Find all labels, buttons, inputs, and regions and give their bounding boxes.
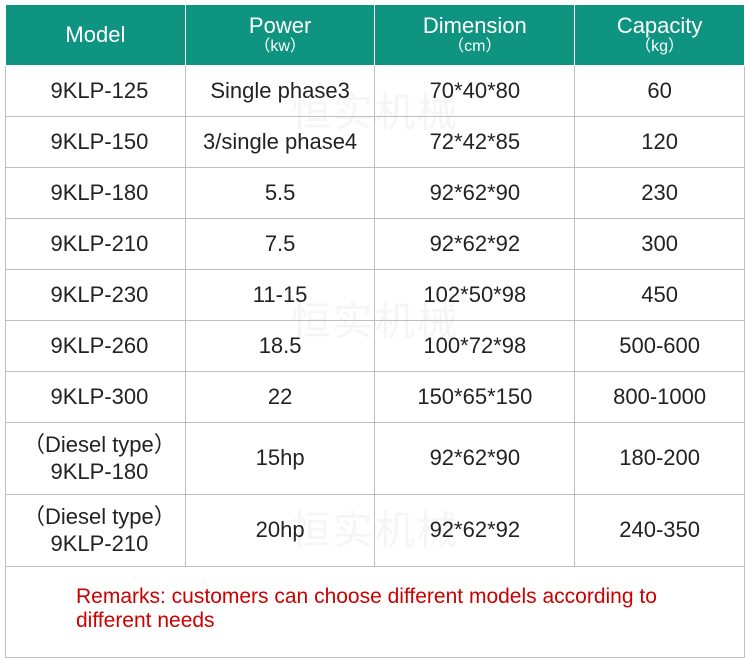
cell-capacity: 800-1000 [575, 371, 745, 422]
cell-power: 18.5 [185, 320, 375, 371]
cell-capacity: 500-600 [575, 320, 745, 371]
cell-capacity: 230 [575, 167, 745, 218]
col-header-label: Capacity [617, 13, 703, 38]
table-row: 9KLP-30022150*65*150800-1000 [6, 371, 745, 422]
remarks-cell: Remarks: customers can choose different … [6, 566, 745, 657]
cell-power: 7.5 [185, 218, 375, 269]
cell-dimension: 72*42*85 [375, 116, 575, 167]
cell-capacity: 180-200 [575, 422, 745, 494]
col-header-model: Model [6, 5, 186, 66]
cell-capacity: 60 [575, 65, 745, 116]
table-row: 9KLP-125Single phase370*40*8060 [6, 65, 745, 116]
table-row: 9KLP-26018.5100*72*98500-600 [6, 320, 745, 371]
cell-model: （Diesel type）9KLP-210 [6, 494, 186, 566]
cell-capacity: 300 [575, 218, 745, 269]
col-header-label: Dimension [423, 13, 527, 38]
col-header-capacity: Capacity （kg） [575, 5, 745, 66]
cell-dimension: 92*62*90 [375, 167, 575, 218]
cell-capacity: 240-350 [575, 494, 745, 566]
spec-table: Model Power （kw） Dimension （cm） Capacity… [5, 4, 745, 658]
cell-model: 9KLP-150 [6, 116, 186, 167]
cell-power: Single phase3 [185, 65, 375, 116]
table-row: 9KLP-1503/single phase472*42*85120 [6, 116, 745, 167]
cell-model: 9KLP-300 [6, 371, 186, 422]
cell-dimension: 100*72*98 [375, 320, 575, 371]
cell-power: 22 [185, 371, 375, 422]
cell-dimension: 70*40*80 [375, 65, 575, 116]
cell-dimension: 102*50*98 [375, 269, 575, 320]
col-header-label: Model [65, 22, 125, 47]
col-header-power: Power （kw） [185, 5, 375, 66]
remarks-row: Remarks: customers can choose different … [6, 566, 745, 657]
col-header-dimension: Dimension （cm） [375, 5, 575, 66]
col-header-sub: （kw） [190, 38, 371, 56]
table-row: （Diesel type）9KLP-21020hp92*62*92240-350 [6, 494, 745, 566]
cell-model: 9KLP-210 [6, 218, 186, 269]
cell-power: 15hp [185, 422, 375, 494]
cell-model: 9KLP-180 [6, 167, 186, 218]
table-row: 9KLP-1805.592*62*90230 [6, 167, 745, 218]
cell-model: 9KLP-125 [6, 65, 186, 116]
cell-capacity: 450 [575, 269, 745, 320]
table-row: 9KLP-23011-15102*50*98450 [6, 269, 745, 320]
cell-power: 3/single phase4 [185, 116, 375, 167]
table-header-row: Model Power （kw） Dimension （cm） Capacity… [6, 5, 745, 66]
cell-power: 20hp [185, 494, 375, 566]
cell-model: 9KLP-230 [6, 269, 186, 320]
cell-power: 11-15 [185, 269, 375, 320]
col-header-sub: （cm） [379, 38, 570, 56]
cell-capacity: 120 [575, 116, 745, 167]
cell-model: 9KLP-260 [6, 320, 186, 371]
col-header-sub: （kg） [579, 38, 740, 56]
cell-power: 5.5 [185, 167, 375, 218]
table-row: 9KLP-2107.592*62*92300 [6, 218, 745, 269]
table-row: （Diesel type）9KLP-18015hp92*62*90180-200 [6, 422, 745, 494]
cell-dimension: 92*62*90 [375, 422, 575, 494]
cell-dimension: 92*62*92 [375, 218, 575, 269]
cell-model: （Diesel type）9KLP-180 [6, 422, 186, 494]
table-body: 9KLP-125Single phase370*40*80609KLP-1503… [6, 65, 745, 566]
cell-dimension: 150*65*150 [375, 371, 575, 422]
cell-dimension: 92*62*92 [375, 494, 575, 566]
col-header-label: Power [249, 13, 311, 38]
